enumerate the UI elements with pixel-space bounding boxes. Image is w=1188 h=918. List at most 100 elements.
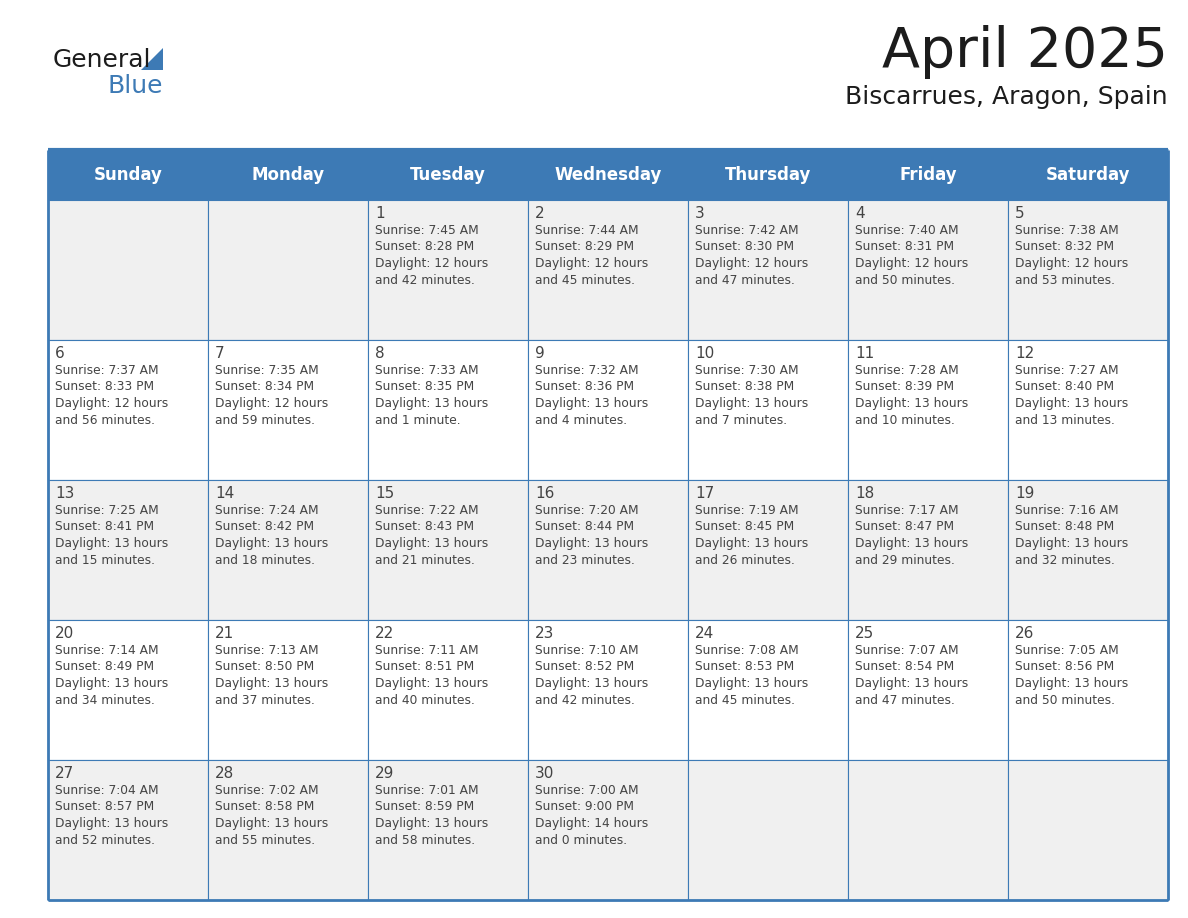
Text: 21: 21 <box>215 626 234 641</box>
Text: Sunrise: 7:38 AM: Sunrise: 7:38 AM <box>1015 224 1119 237</box>
Text: Sunrise: 7:00 AM: Sunrise: 7:00 AM <box>535 784 639 797</box>
Text: Daylight: 13 hours: Daylight: 13 hours <box>375 537 488 550</box>
Text: 26: 26 <box>1015 626 1035 641</box>
Text: Sunrise: 7:19 AM: Sunrise: 7:19 AM <box>695 504 798 517</box>
Bar <box>527 620 688 760</box>
Text: Sunrise: 7:32 AM: Sunrise: 7:32 AM <box>535 364 639 377</box>
Text: Sunset: 8:59 PM: Sunset: 8:59 PM <box>375 800 474 813</box>
Text: and 10 minutes.: and 10 minutes. <box>855 413 955 427</box>
Text: and 56 minutes.: and 56 minutes. <box>55 413 154 427</box>
Text: Sunset: 8:58 PM: Sunset: 8:58 PM <box>215 800 315 813</box>
Text: Daylight: 13 hours: Daylight: 13 hours <box>375 677 488 690</box>
Text: Daylight: 13 hours: Daylight: 13 hours <box>695 397 808 410</box>
Text: and 4 minutes.: and 4 minutes. <box>535 413 627 427</box>
Text: Daylight: 13 hours: Daylight: 13 hours <box>535 537 649 550</box>
Text: and 18 minutes.: and 18 minutes. <box>215 554 315 566</box>
Bar <box>688 200 848 340</box>
Text: 8: 8 <box>375 346 385 361</box>
Text: and 15 minutes.: and 15 minutes. <box>55 554 154 566</box>
Bar <box>368 620 527 760</box>
Text: and 26 minutes.: and 26 minutes. <box>695 554 795 566</box>
Text: Sunset: 8:28 PM: Sunset: 8:28 PM <box>375 241 474 253</box>
Text: Sunrise: 7:11 AM: Sunrise: 7:11 AM <box>375 644 479 657</box>
Text: Sunset: 8:35 PM: Sunset: 8:35 PM <box>375 380 474 394</box>
Bar <box>527 150 688 200</box>
Text: 27: 27 <box>55 766 74 781</box>
Text: Sunrise: 7:37 AM: Sunrise: 7:37 AM <box>55 364 159 377</box>
Text: Daylight: 13 hours: Daylight: 13 hours <box>215 677 328 690</box>
Text: Sunrise: 7:22 AM: Sunrise: 7:22 AM <box>375 504 479 517</box>
Text: Daylight: 12 hours: Daylight: 12 hours <box>375 257 488 270</box>
Text: 16: 16 <box>535 486 555 501</box>
Text: Blue: Blue <box>108 74 164 98</box>
Text: Sunset: 8:36 PM: Sunset: 8:36 PM <box>535 380 634 394</box>
Text: Sunset: 8:39 PM: Sunset: 8:39 PM <box>855 380 954 394</box>
Text: Daylight: 13 hours: Daylight: 13 hours <box>855 537 968 550</box>
Text: and 1 minute.: and 1 minute. <box>375 413 461 427</box>
Text: Sunrise: 7:44 AM: Sunrise: 7:44 AM <box>535 224 639 237</box>
Text: Sunrise: 7:08 AM: Sunrise: 7:08 AM <box>695 644 798 657</box>
Bar <box>527 200 688 340</box>
Text: 7: 7 <box>215 346 225 361</box>
Text: Daylight: 13 hours: Daylight: 13 hours <box>55 677 169 690</box>
Text: Sunrise: 7:13 AM: Sunrise: 7:13 AM <box>215 644 318 657</box>
Text: Sunset: 8:52 PM: Sunset: 8:52 PM <box>535 660 634 674</box>
Text: Daylight: 13 hours: Daylight: 13 hours <box>1015 397 1129 410</box>
Text: and 47 minutes.: and 47 minutes. <box>695 274 795 286</box>
Text: Sunset: 8:50 PM: Sunset: 8:50 PM <box>215 660 315 674</box>
Bar <box>368 150 527 200</box>
Text: Daylight: 12 hours: Daylight: 12 hours <box>215 397 328 410</box>
Text: and 50 minutes.: and 50 minutes. <box>855 274 955 286</box>
Text: 3: 3 <box>695 206 704 221</box>
Text: 22: 22 <box>375 626 394 641</box>
Text: Sunset: 8:47 PM: Sunset: 8:47 PM <box>855 521 954 533</box>
Text: Sunset: 8:34 PM: Sunset: 8:34 PM <box>215 380 314 394</box>
Bar <box>208 150 368 200</box>
Text: Sunset: 8:51 PM: Sunset: 8:51 PM <box>375 660 474 674</box>
Text: Sunrise: 7:17 AM: Sunrise: 7:17 AM <box>855 504 959 517</box>
Bar <box>48 620 208 760</box>
Bar <box>527 480 688 620</box>
Text: Sunset: 8:54 PM: Sunset: 8:54 PM <box>855 660 954 674</box>
Bar <box>688 620 848 760</box>
Text: 18: 18 <box>855 486 874 501</box>
Text: Sunset: 8:41 PM: Sunset: 8:41 PM <box>55 521 154 533</box>
Text: and 37 minutes.: and 37 minutes. <box>215 693 315 707</box>
Bar <box>848 620 1007 760</box>
Bar <box>527 760 688 900</box>
Bar <box>368 200 527 340</box>
Text: Sunset: 8:57 PM: Sunset: 8:57 PM <box>55 800 154 813</box>
Text: Sunrise: 7:33 AM: Sunrise: 7:33 AM <box>375 364 479 377</box>
Text: and 0 minutes.: and 0 minutes. <box>535 834 627 846</box>
Text: Daylight: 12 hours: Daylight: 12 hours <box>695 257 808 270</box>
Text: Sunset: 8:44 PM: Sunset: 8:44 PM <box>535 521 634 533</box>
Text: Sunrise: 7:14 AM: Sunrise: 7:14 AM <box>55 644 159 657</box>
Text: Sunset: 8:45 PM: Sunset: 8:45 PM <box>695 521 795 533</box>
Bar <box>848 480 1007 620</box>
Text: Tuesday: Tuesday <box>410 166 486 184</box>
Bar <box>527 340 688 480</box>
Text: Sunrise: 7:10 AM: Sunrise: 7:10 AM <box>535 644 639 657</box>
Text: Sunset: 8:53 PM: Sunset: 8:53 PM <box>695 660 795 674</box>
Bar <box>368 340 527 480</box>
Text: 5: 5 <box>1015 206 1024 221</box>
Text: Daylight: 13 hours: Daylight: 13 hours <box>855 397 968 410</box>
Text: 17: 17 <box>695 486 714 501</box>
Text: Sunrise: 7:16 AM: Sunrise: 7:16 AM <box>1015 504 1119 517</box>
Text: Sunday: Sunday <box>94 166 163 184</box>
Text: and 40 minutes.: and 40 minutes. <box>375 693 475 707</box>
Text: Sunrise: 7:45 AM: Sunrise: 7:45 AM <box>375 224 479 237</box>
Text: and 21 minutes.: and 21 minutes. <box>375 554 475 566</box>
Text: Daylight: 13 hours: Daylight: 13 hours <box>1015 677 1129 690</box>
Text: Sunset: 8:31 PM: Sunset: 8:31 PM <box>855 241 954 253</box>
Text: and 53 minutes.: and 53 minutes. <box>1015 274 1116 286</box>
Text: Sunset: 9:00 PM: Sunset: 9:00 PM <box>535 800 634 813</box>
Text: Sunset: 8:29 PM: Sunset: 8:29 PM <box>535 241 634 253</box>
Bar <box>848 760 1007 900</box>
Bar <box>848 200 1007 340</box>
Text: 2: 2 <box>535 206 544 221</box>
Text: and 23 minutes.: and 23 minutes. <box>535 554 634 566</box>
Text: 24: 24 <box>695 626 714 641</box>
Text: Sunrise: 7:25 AM: Sunrise: 7:25 AM <box>55 504 159 517</box>
Text: Sunrise: 7:02 AM: Sunrise: 7:02 AM <box>215 784 318 797</box>
